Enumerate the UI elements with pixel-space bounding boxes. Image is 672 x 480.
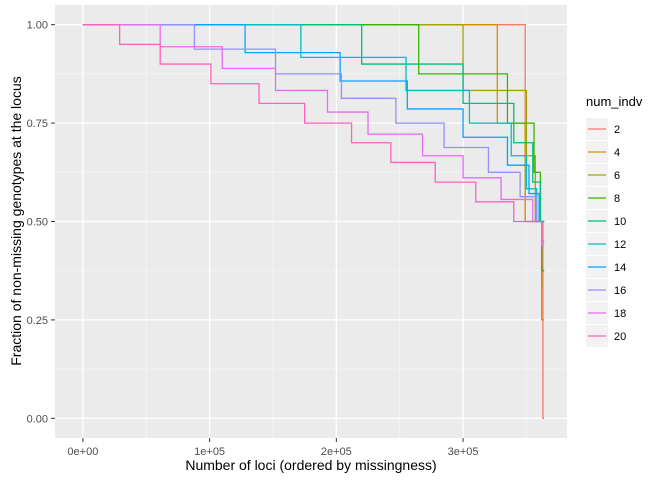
legend-label: 16 xyxy=(614,285,626,297)
legend-items: 2 4 6 8 10 12 14 16 18 20 xyxy=(586,118,626,347)
legend-label: 12 xyxy=(614,239,626,251)
y-tick-labels: 0.00 0.25 0.50 0.75 1.00 xyxy=(27,20,48,426)
legend-title: num_indv xyxy=(586,94,643,109)
y-tick-label: 0.25 xyxy=(27,315,48,327)
x-tick-label: 2e+05 xyxy=(321,446,352,458)
legend-item-20: 20 xyxy=(586,325,626,347)
y-tick-label: 0.50 xyxy=(27,217,48,229)
legend-label: 4 xyxy=(614,147,620,159)
x-tick-label: 0e+00 xyxy=(67,446,98,458)
legend-label: 8 xyxy=(614,193,620,205)
legend-label: 20 xyxy=(614,331,626,343)
y-axis-title: Fraction of non-missing genotypes at the… xyxy=(8,76,24,366)
legend-item-2: 2 xyxy=(586,118,620,140)
legend-item-16: 16 xyxy=(586,279,626,301)
series-line-16 xyxy=(82,24,543,247)
y-tick-label: 0.00 xyxy=(27,413,48,425)
legend-item-18: 18 xyxy=(586,302,626,324)
y-tick-label: 1.00 xyxy=(27,20,48,32)
legend-item-12: 12 xyxy=(586,233,626,255)
series-line-14 xyxy=(82,24,545,223)
legend-label: 14 xyxy=(614,262,626,274)
legend-item-10: 10 xyxy=(586,210,626,232)
series-lines xyxy=(82,24,545,419)
series-line-18 xyxy=(82,24,545,245)
series-line-12 xyxy=(82,24,545,223)
legend-item-6: 6 xyxy=(586,164,620,186)
series-line-20 xyxy=(82,24,545,242)
y-tick-label: 0.75 xyxy=(27,118,48,130)
legend-item-4: 4 xyxy=(586,141,620,163)
legend-label: 6 xyxy=(614,170,620,182)
legend-label: 18 xyxy=(614,308,626,320)
legend-item-8: 8 xyxy=(586,187,620,209)
legend-item-14: 14 xyxy=(586,256,626,278)
x-axis-title: Number of loci (ordered by missingness) xyxy=(185,457,436,473)
x-tick-labels: 0e+00 1e+05 2e+05 3e+05 xyxy=(67,446,478,458)
x-tick-label: 1e+05 xyxy=(194,446,225,458)
legend: num_indv 2 4 6 8 10 12 14 16 18 20 xyxy=(586,94,643,347)
major-gridlines xyxy=(55,5,567,438)
axis-ticks xyxy=(51,24,464,442)
x-tick-label: 3e+05 xyxy=(448,446,479,458)
legend-label: 10 xyxy=(614,216,626,228)
legend-label: 2 xyxy=(614,124,620,136)
